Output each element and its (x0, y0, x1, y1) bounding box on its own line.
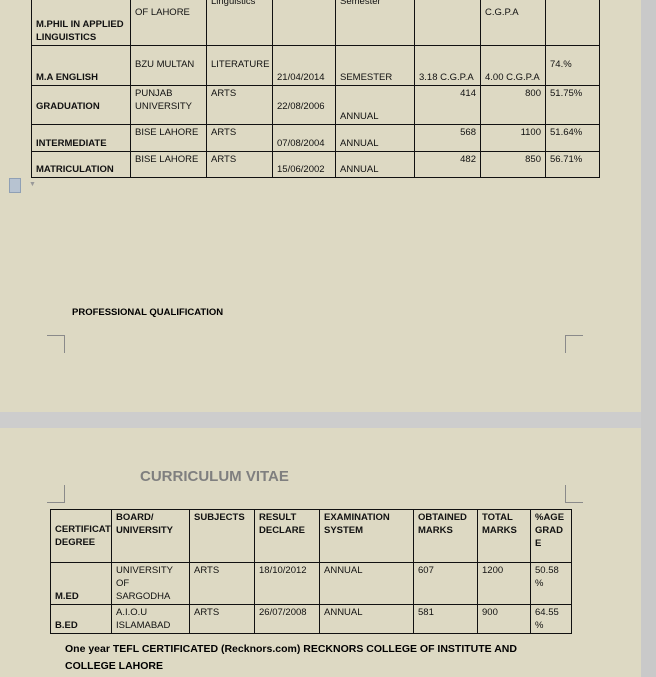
obtained-cell: 414 (414, 85, 481, 125)
table-row: M.PHIL IN APPLIED LINGUISTICS OF LAHORE … (31, 0, 600, 46)
obtained-cell: 482 (414, 151, 481, 178)
degree-cell: M.ED (50, 562, 112, 605)
system-cell: Semester (335, 0, 415, 46)
obtained-cell: 581 (413, 604, 478, 634)
obtained-cell: 3.18 C.G.P.A (414, 45, 481, 86)
grade-cell: 50.58 % (530, 562, 572, 605)
margin-corner-mark (47, 335, 65, 353)
header-degree: CERTIFICATE/ DEGREE (50, 509, 112, 563)
subjects-cell: LITERATURE (206, 45, 273, 86)
degree-cell: MATRICULATION (31, 151, 131, 178)
table-row: M.ED UNIVERSITY OF SARGODHA ARTS 18/10/2… (50, 562, 572, 605)
total-cell: 1200 (477, 562, 531, 605)
degree-cell: GRADUATION (31, 85, 131, 125)
degree-cell: B.ED (50, 604, 112, 634)
result-cell: 15/06/2002 (272, 151, 336, 178)
table-row: M.A ENGLISH BZU MULTAN LITERATURE 21/04/… (31, 45, 600, 86)
total-cell: 900 (477, 604, 531, 634)
total-cell: 1100 (480, 124, 546, 152)
board-cell: UNIVERSITY OF SARGODHA (111, 562, 190, 605)
obtained-cell (414, 0, 481, 46)
grade-cell: 51.64% (545, 124, 600, 152)
degree-cell: INTERMEDIATE (31, 124, 131, 152)
section-heading: PROFESSIONAL QUALIFICATION (72, 307, 224, 318)
grade-cell: 64.55 % (530, 604, 572, 634)
result-cell: 26/07/2008 (254, 604, 320, 634)
board-cell: BISE LAHORE (130, 124, 207, 152)
result-cell (272, 0, 336, 46)
margin-corner-mark (565, 485, 583, 503)
result-cell: 21/04/2014 (272, 45, 336, 86)
dropdown-arrow-icon[interactable]: ▼ (29, 181, 36, 188)
board-cell: BISE LAHORE (130, 151, 207, 178)
system-cell: ANNUAL (335, 85, 415, 125)
obtained-cell: 607 (413, 562, 478, 605)
degree-cell: M.PHIL IN APPLIED LINGUISTICS (31, 0, 131, 46)
subjects-cell: ARTS (189, 604, 255, 634)
subjects-cell: ARTS (206, 151, 273, 178)
margin-corner-mark (565, 335, 583, 353)
header-result: RESULT DECLARE (254, 509, 320, 563)
board-cell: BZU MULTAN (130, 45, 207, 86)
header-obtained: OBTAINED MARKS (413, 509, 478, 563)
paste-options-icon[interactable] (9, 178, 21, 193)
total-cell: 800 (480, 85, 546, 125)
header-board: BOARD/ UNIVERSITY (111, 509, 190, 563)
obtained-cell: 568 (414, 124, 481, 152)
table-row: INTERMEDIATE BISE LAHORE ARTS 07/08/2004… (31, 124, 600, 152)
margin-corner-mark (47, 485, 65, 503)
subjects-cell: ARTS (189, 562, 255, 605)
grade-cell: 74.% (545, 45, 600, 86)
board-cell: A.I.O.U ISLAMABAD (111, 604, 190, 634)
board-cell: PUNJAB UNIVERSITY (130, 85, 207, 125)
scroll-gutter (641, 0, 656, 677)
header-total: TOTAL MARKS (477, 509, 531, 563)
subjects-cell: ARTS (206, 124, 273, 152)
document-page-1: M.PHIL IN APPLIED LINGUISTICS OF LAHORE … (0, 0, 641, 412)
subjects-cell: ARTS (206, 85, 273, 125)
system-cell: ANNUAL (319, 562, 414, 605)
degree-cell: M.A ENGLISH (31, 45, 131, 86)
education-table: M.PHIL IN APPLIED LINGUISTICS OF LAHORE … (31, 0, 600, 178)
total-cell: 4.00 C.G.P.A (480, 45, 546, 86)
header-system: EXAMINATION SYSTEM (319, 509, 414, 563)
table-row: MATRICULATION BISE LAHORE ARTS 15/06/200… (31, 151, 600, 178)
page-title: CURRICULUM VITAE (140, 468, 289, 485)
total-cell: C.G.P.A (480, 0, 546, 46)
header-subjects: SUBJECTS (189, 509, 255, 563)
total-cell: 850 (480, 151, 546, 178)
table-header-row: CERTIFICATE/ DEGREE BOARD/ UNIVERSITY SU… (50, 509, 572, 563)
tefl-note: One year TEFL CERTIFICATED (Recknors.com… (65, 643, 517, 672)
board-cell: OF LAHORE (130, 0, 207, 46)
grade-cell: 51.75% (545, 85, 600, 125)
professional-table: CERTIFICATE/ DEGREE BOARD/ UNIVERSITY SU… (50, 509, 572, 634)
system-cell: SEMESTER (335, 45, 415, 86)
table-row: B.ED A.I.O.U ISLAMABAD ARTS 26/07/2008 A… (50, 604, 572, 634)
grade-cell: 56.71% (545, 151, 600, 178)
grade-cell (545, 0, 600, 46)
table-row: GRADUATION PUNJAB UNIVERSITY ARTS 22/08/… (31, 85, 600, 125)
header-grade: %AGE GRADE (530, 509, 572, 563)
system-cell: ANNUAL (335, 124, 415, 152)
system-cell: ANNUAL (335, 151, 415, 178)
result-cell: 22/08/2006 (272, 85, 336, 125)
subjects-cell: Linguistics (206, 0, 273, 46)
result-cell: 18/10/2012 (254, 562, 320, 605)
result-cell: 07/08/2004 (272, 124, 336, 152)
system-cell: ANNUAL (319, 604, 414, 634)
